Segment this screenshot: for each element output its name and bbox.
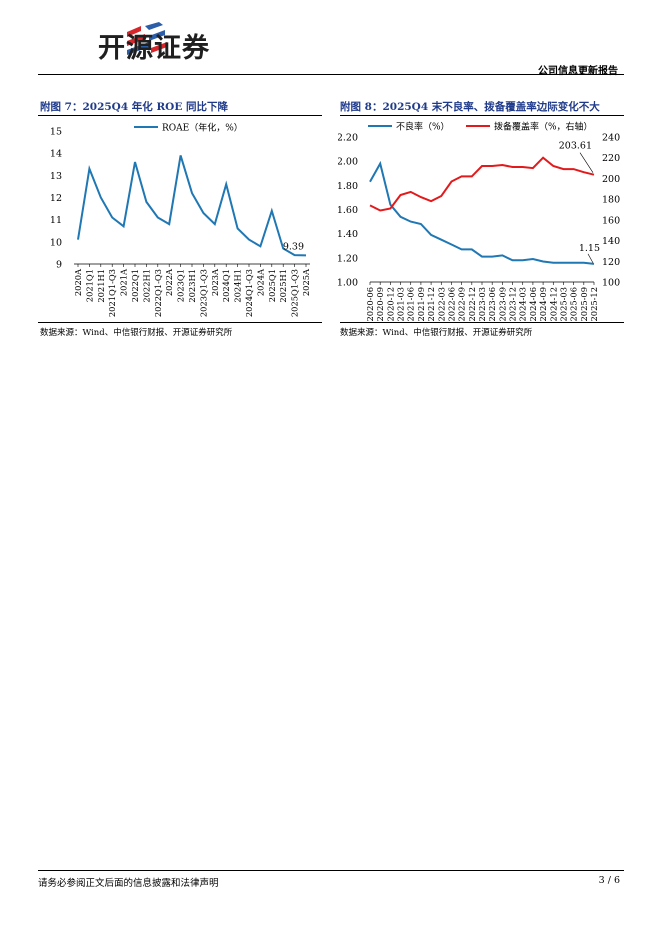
y-right-tick-label: 100 (602, 278, 620, 289)
figure-7-title-rule (38, 115, 322, 116)
x-tick-label: 2021H1 (96, 269, 106, 303)
figure-7-source: 数据来源：Wind、中信银行财报、开源证券研究所 (40, 328, 233, 338)
legend-npl-label: 不良率（%） (396, 121, 450, 133)
x-tick-label: 2023-06 (487, 287, 497, 321)
x-tick-label: 2024H1 (233, 269, 243, 303)
coverage-last-value-label: 203.61 (559, 141, 592, 152)
company-logo (127, 22, 167, 55)
x-tick-label: 2023H1 (187, 269, 197, 303)
y-tick-label: 9 (56, 260, 62, 271)
y-left-tick-label: 2.20 (338, 133, 358, 144)
x-tick-label: 2025Q1-Q3 (290, 269, 300, 317)
y-left-tick-label: 1.40 (338, 229, 358, 240)
x-tick-label: 2021A (119, 268, 129, 296)
figure-8-title: 附图 8：2025Q4 末不良率、拨备覆盖率边际变化不大 (340, 101, 600, 113)
x-tick-label: 2025-09 (579, 287, 589, 321)
y-tick-label: 14 (50, 149, 62, 160)
x-tick-label: 2022-06 (446, 287, 456, 321)
coverage-ratio-series-line (369, 156, 595, 212)
figure-7-title: 附图 7：2025Q4 年化 ROE 同比下降 (40, 101, 228, 113)
npl-annotation-pointer (587, 253, 594, 264)
header-divider (38, 74, 624, 75)
page-number: 3 / 6 (598, 875, 620, 886)
x-tick-label: 2024Q1 (221, 269, 231, 302)
roae-last-value-label: 9.39 (283, 241, 304, 252)
footer-divider (38, 870, 624, 871)
x-tick-label: 2024A (255, 268, 265, 296)
y-tick-label: 12 (50, 193, 62, 204)
y-right-tick-label: 140 (602, 236, 620, 247)
x-tick-label: 2023-03 (477, 287, 487, 321)
x-tick-label: 2025Q1 (267, 269, 277, 302)
x-tick-label: 2025-03 (558, 287, 568, 321)
y-left-tick-label: 1.20 (338, 253, 358, 264)
y-right-tick-label: 200 (602, 174, 620, 185)
y-right-tick-label: 240 (602, 133, 620, 144)
y-left-tick-label: 1.80 (338, 181, 358, 192)
x-tick-label: 2023-09 (497, 287, 507, 321)
x-tick-label: 2021-06 (406, 287, 416, 321)
company-name: 开源证券 (98, 33, 210, 64)
x-tick-label: 2021-03 (396, 287, 406, 321)
x-tick-label: 2025H1 (278, 269, 288, 303)
y-left-tick-label: 1.60 (338, 205, 358, 216)
y-left-tick-label: 2.00 (338, 157, 358, 168)
figure-8-source: 数据来源：Wind、中信银行财报、开源证券研究所 (340, 328, 533, 338)
y-right-tick-label: 120 (602, 257, 620, 268)
x-tick-label: 2025-12 (589, 287, 599, 321)
figure-7-bottom-rule (38, 322, 322, 323)
y-tick-label: 11 (50, 215, 62, 226)
coverage-annotation-pointer (579, 152, 594, 173)
npl-ratio-series-line (369, 160, 595, 265)
y-right-tick-label: 220 (602, 153, 620, 164)
x-tick-label: 2024-03 (518, 287, 528, 321)
x-tick-label: 2025A (301, 268, 311, 296)
x-tick-label: 2022-03 (436, 287, 446, 321)
x-tick-label: 2024Q1-Q3 (244, 269, 254, 317)
x-tick-label: 2020-12 (385, 287, 395, 321)
x-tick-label: 2022Q1-Q3 (153, 269, 163, 317)
legend-roae-label: ROAE（年化，%） (162, 122, 243, 134)
x-tick-label: 2021Q1 (84, 269, 94, 302)
x-tick-label: 2024-09 (538, 287, 548, 321)
npl-last-value-label: 1.15 (579, 243, 600, 254)
x-tick-label: 2023-12 (508, 287, 518, 321)
x-tick-label: 2022H1 (141, 269, 151, 303)
y-tick-label: 10 (50, 237, 62, 248)
x-tick-label: 2024-12 (548, 287, 558, 321)
y-right-tick-label: 160 (602, 215, 620, 226)
y-right-tick-label: 180 (602, 195, 620, 206)
x-tick-label: 2021-12 (426, 287, 436, 321)
x-tick-label: 2023A (210, 268, 220, 296)
footer-disclaimer: 请务必参阅正文后面的信息披露和法律声明 (38, 878, 219, 889)
y-tick-label: 15 (50, 127, 62, 138)
x-tick-label: 2021-09 (416, 287, 426, 321)
x-tick-label: 2022-09 (457, 287, 467, 321)
x-tick-label: 2021Q1-Q3 (107, 269, 117, 317)
x-tick-label: 2022-12 (467, 287, 477, 321)
x-tick-label: 2024-06 (528, 287, 538, 321)
x-tick-label: 2023Q1 (176, 269, 186, 302)
x-tick-label: 2020A (73, 268, 83, 296)
x-tick-label: 2020-09 (375, 287, 385, 321)
x-tick-label: 2022A (164, 268, 174, 296)
report-type: 公司信息更新报告 (538, 66, 618, 77)
y-tick-label: 13 (50, 171, 62, 182)
x-tick-label: 2025-06 (569, 287, 579, 321)
roae-series-line (77, 155, 307, 257)
npl-coverage-chart: 1.00 1.20 1.40 1.60 1.80 2.00 2.20 100 120 140 160… (338, 121, 620, 322)
y-left-tick-label: 1.00 (338, 278, 358, 289)
x-tick-label: 2022Q1 (130, 269, 140, 302)
legend-coverage-label: 拨备覆盖率（%，右轴） (494, 121, 593, 133)
x-tick-label: 2020-06 (365, 287, 375, 321)
x-tick-label: 2023Q1-Q3 (198, 269, 208, 317)
figure-8-bottom-rule (340, 322, 624, 323)
figure-8-title-rule (340, 115, 624, 116)
